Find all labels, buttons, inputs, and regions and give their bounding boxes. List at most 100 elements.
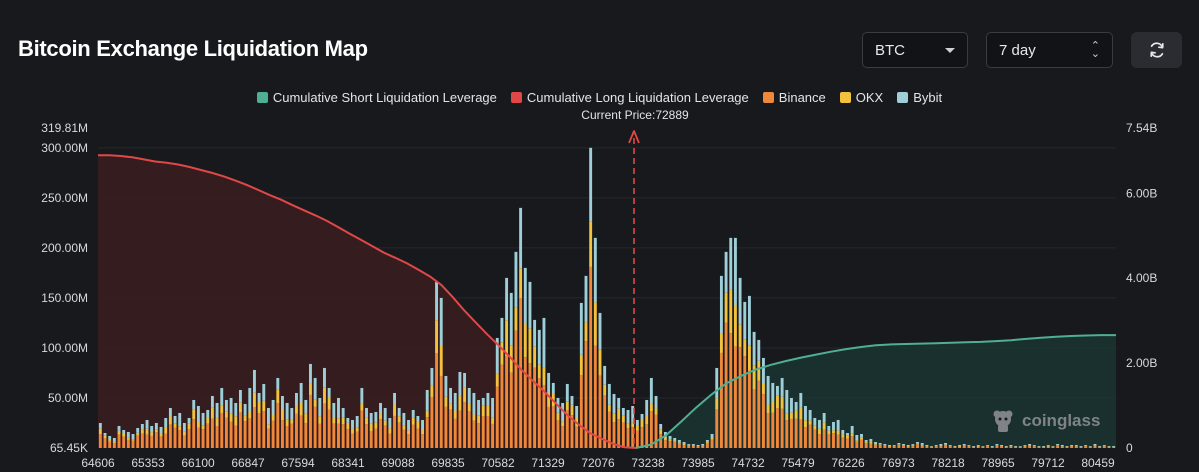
bar-binance <box>818 434 821 448</box>
bar-okx <box>393 404 396 416</box>
bar-okx <box>920 444 924 446</box>
bar-okx <box>173 423 177 428</box>
bar-bybit <box>934 445 938 446</box>
bar-bybit <box>804 405 807 421</box>
bar-binance <box>444 406 448 448</box>
bar-okx <box>654 408 658 415</box>
bar-okx <box>430 385 434 397</box>
bar-okx <box>934 445 938 447</box>
bar-binance <box>1009 446 1013 448</box>
legend-item-binance[interactable]: Binance <box>762 90 826 105</box>
bar-bybit <box>509 292 513 346</box>
legend-label-bybit: Bybit <box>913 90 943 105</box>
bar-binance <box>299 415 303 448</box>
bar-bybit <box>1065 446 1069 447</box>
bar-bybit <box>743 301 747 340</box>
bar-okx <box>126 437 130 440</box>
bar-binance <box>668 441 672 448</box>
bar-bybit <box>397 407 401 417</box>
range-select[interactable]: 7 day ⌃ ⌄ <box>986 32 1113 68</box>
bar-okx <box>533 346 537 368</box>
bar-bybit <box>500 317 504 343</box>
bar-okx <box>98 428 102 434</box>
bar-binance <box>986 446 990 448</box>
legend-item-okx[interactable]: OKX <box>839 90 883 105</box>
x-tick-label: 67594 <box>281 456 315 470</box>
bar-okx <box>252 392 256 407</box>
legend-item-long[interactable]: Cumulative Long Liquidation Leverage <box>510 90 749 105</box>
bar-binance <box>766 413 770 448</box>
bar-okx <box>281 409 284 421</box>
bar-bybit <box>449 387 453 404</box>
bar-okx <box>122 433 126 437</box>
bar-binance <box>453 418 457 448</box>
bar-binance <box>234 425 238 448</box>
x-tick-label: 76226 <box>831 456 865 470</box>
bar-bybit <box>234 402 238 417</box>
bar-bybit <box>528 281 532 329</box>
bar-binance <box>981 446 985 448</box>
bar-binance <box>168 424 172 448</box>
bar-binance <box>425 417 429 448</box>
bar-binance <box>916 444 919 448</box>
bar-binance <box>309 394 312 448</box>
bar-bybit <box>687 444 691 445</box>
bar-bybit <box>514 251 518 308</box>
legend-item-bybit[interactable]: Bybit <box>897 90 942 105</box>
chevron-down-icon <box>945 47 955 53</box>
bar-binance <box>224 417 228 448</box>
bar-bybit <box>323 367 326 388</box>
bar-bybit <box>477 399 481 416</box>
bar-bybit <box>944 443 948 445</box>
bar-okx <box>626 423 630 429</box>
bar-okx <box>444 396 448 407</box>
bar-binance <box>491 423 495 448</box>
bar-binance <box>598 375 602 448</box>
bar-bybit <box>444 375 448 397</box>
bar-bybit <box>229 397 233 414</box>
refresh-button[interactable] <box>1131 32 1182 68</box>
bar-bybit <box>696 445 700 447</box>
bar-binance <box>509 372 513 448</box>
bar-okx <box>295 406 298 414</box>
bar-binance <box>593 345 597 448</box>
bar-binance <box>860 439 863 448</box>
bar-okx <box>411 417 415 425</box>
bar-okx <box>206 417 210 424</box>
bar-binance <box>421 434 424 448</box>
bar-bybit <box>649 377 653 404</box>
bar-binance <box>248 418 252 448</box>
bar-okx <box>822 422 826 430</box>
legend-label-short: Cumulative Short Liquidation Leverage <box>272 90 497 105</box>
bar-binance <box>528 363 532 448</box>
range-select-value: 7 day <box>999 41 1036 59</box>
y-left-tick-label: 150.00M <box>41 291 88 305</box>
bar-bybit <box>575 405 579 419</box>
bar-bybit <box>164 417 168 428</box>
bar-binance <box>705 442 709 448</box>
bar-bybit <box>673 437 677 441</box>
bar-bybit <box>159 426 163 434</box>
bar-bybit <box>327 387 331 399</box>
bar-okx <box>467 403 471 411</box>
bar-binance <box>290 423 294 448</box>
bar-binance <box>1065 446 1069 448</box>
coin-select[interactable]: BTC <box>862 32 968 68</box>
legend-item-short[interactable]: Cumulative Short Liquidation Leverage <box>256 90 497 105</box>
bar-binance <box>836 434 840 448</box>
bar-bybit <box>1112 446 1116 447</box>
bar-bybit <box>351 419 354 429</box>
bar-okx <box>472 414 476 421</box>
bar-okx <box>804 420 807 428</box>
bar-bybit <box>747 295 751 346</box>
bar-binance <box>1074 446 1078 448</box>
bar-okx <box>869 441 873 444</box>
bar-bybit <box>864 440 868 442</box>
bar-bybit <box>818 419 821 429</box>
x-tick-label: 79712 <box>1031 456 1065 470</box>
bar-binance <box>813 429 817 448</box>
bar-okx <box>612 413 616 423</box>
bar-bybit <box>785 389 789 414</box>
bar-binance <box>733 346 737 448</box>
bar-bybit <box>986 445 990 446</box>
